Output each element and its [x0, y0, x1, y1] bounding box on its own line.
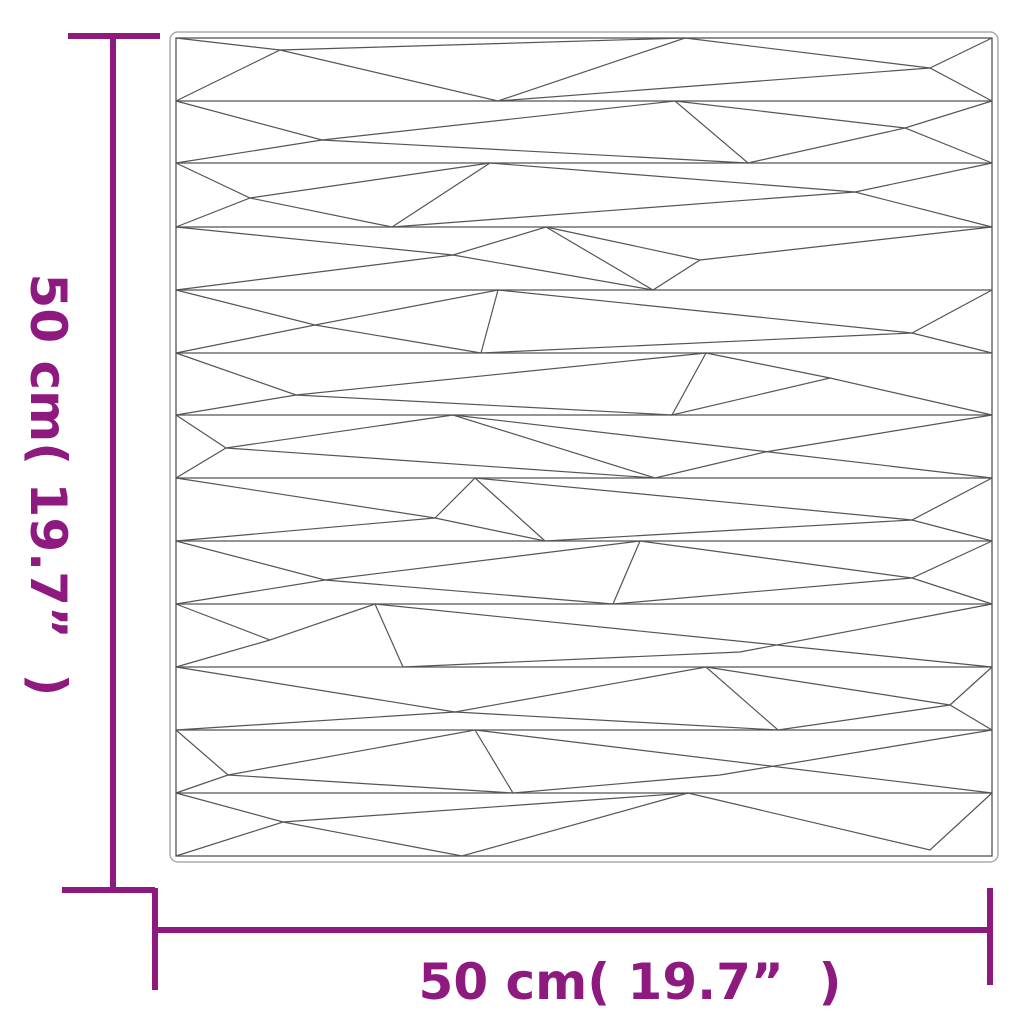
- width-dimension-line: [152, 888, 993, 990]
- panel-facet-line: [175, 711, 779, 731]
- panel-facet-line: [175, 162, 491, 228]
- panel-facet-line: [175, 414, 993, 479]
- panel-facet-line: [175, 579, 614, 605]
- panel-facet-line: [374, 603, 993, 668]
- panel-facet-line: [175, 139, 749, 164]
- panel-facet-line: [175, 162, 993, 199]
- panel-facet-line: [674, 100, 993, 164]
- panel-facet-line: [175, 517, 546, 542]
- panel-inner-border: [175, 37, 993, 857]
- panel-facet-line: [452, 414, 993, 479]
- panel-facet-line: [175, 37, 686, 102]
- height-label: 50 cm( 19.7” ): [19, 273, 77, 697]
- height-dimension-line: [62, 33, 160, 893]
- panel-facet-line: [545, 226, 701, 261]
- panel-facet-line: [175, 774, 514, 794]
- panel-outer-border: [169, 31, 999, 863]
- panel-facet-line: [175, 254, 654, 291]
- width-label: 50 cm( 19.7” ): [418, 953, 842, 1011]
- panel-facet-line: [175, 37, 993, 102]
- panel-facet-line: [705, 352, 831, 379]
- panel-facet-line: [175, 729, 993, 794]
- panel-facet-line: [175, 666, 993, 731]
- panel-facet-line: [497, 289, 993, 354]
- panel-pattern: [175, 37, 993, 857]
- panel-facet-line: [497, 67, 993, 102]
- panel-facet-line: [175, 100, 993, 164]
- panel-facet-line: [175, 447, 656, 479]
- panel-facet-line: [175, 792, 689, 857]
- panel-facet-line: [175, 352, 993, 416]
- panel-facet-line: [175, 324, 482, 354]
- panel-facet-line: [175, 226, 993, 291]
- panel-facet-line: [175, 639, 271, 668]
- panel-facet-line: [175, 394, 673, 416]
- panel-facet-line: [705, 666, 993, 731]
- panel-facet-line: [391, 191, 993, 228]
- panel-facet-line: [175, 540, 993, 605]
- panel-facet-line: [639, 540, 993, 605]
- panel-facet-line: [474, 729, 993, 794]
- panel-facet-line: [175, 477, 993, 542]
- panel-facet-line: [474, 477, 993, 542]
- panel-facet-line: [175, 603, 993, 668]
- panel-facet-line: [175, 289, 993, 354]
